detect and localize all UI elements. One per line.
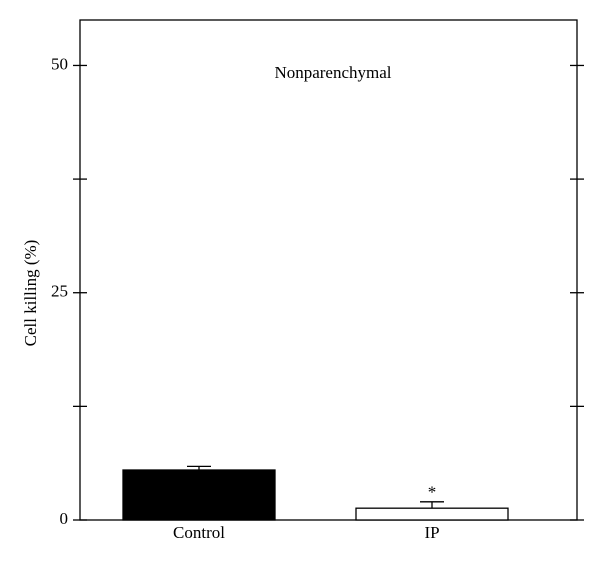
x-tick-label: IP xyxy=(424,523,439,542)
plot-frame xyxy=(79,19,578,521)
y-tick-label: 25 xyxy=(51,282,68,301)
y-axis-label: Cell killing (%) xyxy=(21,240,40,347)
x-tick-label: Control xyxy=(173,523,225,542)
y-tick-label: 50 xyxy=(51,54,68,73)
significance-label: * xyxy=(428,483,437,502)
y-tick-label: 0 xyxy=(60,509,69,528)
bar xyxy=(355,507,509,521)
chart-title: Nonparenchymal xyxy=(274,63,391,82)
bar xyxy=(122,469,276,521)
